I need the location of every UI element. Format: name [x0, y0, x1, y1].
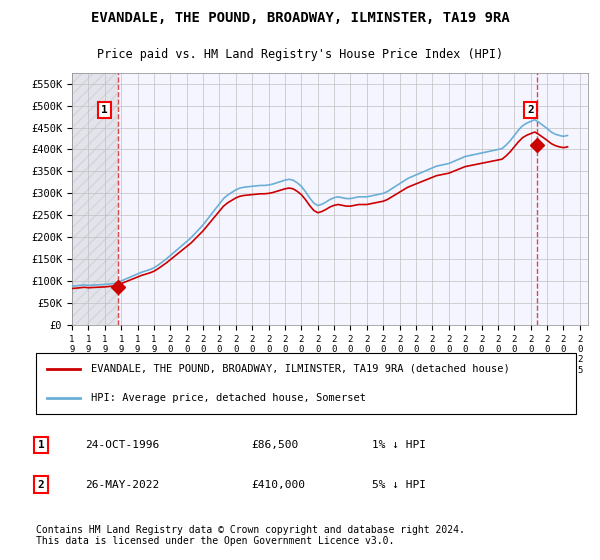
- Text: 2: 2: [527, 105, 534, 115]
- Text: Price paid vs. HM Land Registry's House Price Index (HPI): Price paid vs. HM Land Registry's House …: [97, 48, 503, 61]
- Text: EVANDALE, THE POUND, BROADWAY, ILMINSTER, TA19 9RA (detached house): EVANDALE, THE POUND, BROADWAY, ILMINSTER…: [91, 364, 509, 374]
- Text: 26-MAY-2022: 26-MAY-2022: [85, 479, 160, 489]
- Text: £86,500: £86,500: [251, 440, 298, 450]
- Text: 1: 1: [38, 440, 44, 450]
- Text: Contains HM Land Registry data © Crown copyright and database right 2024.
This d: Contains HM Land Registry data © Crown c…: [35, 525, 464, 547]
- Text: HPI: Average price, detached house, Somerset: HPI: Average price, detached house, Some…: [91, 393, 366, 403]
- FancyBboxPatch shape: [35, 353, 577, 414]
- Text: 1% ↓ HPI: 1% ↓ HPI: [372, 440, 426, 450]
- Text: EVANDALE, THE POUND, BROADWAY, ILMINSTER, TA19 9RA: EVANDALE, THE POUND, BROADWAY, ILMINSTER…: [91, 11, 509, 25]
- Text: 24-OCT-1996: 24-OCT-1996: [85, 440, 160, 450]
- Text: 2: 2: [38, 479, 44, 489]
- Text: 5% ↓ HPI: 5% ↓ HPI: [372, 479, 426, 489]
- Text: £410,000: £410,000: [251, 479, 305, 489]
- Text: 1: 1: [101, 105, 108, 115]
